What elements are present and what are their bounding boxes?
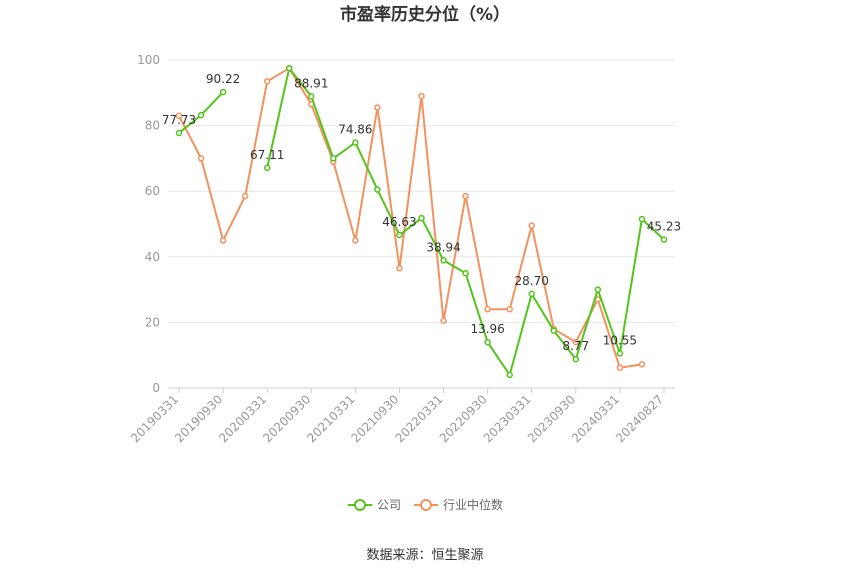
data-point: [440, 317, 447, 325]
data-point: [528, 290, 535, 298]
legend-marker: [354, 499, 366, 511]
data-labels: 77.73 90.22 67.11 88.91 74.86 46.63 38.94 13.96…: [162, 72, 681, 353]
data-point: [572, 355, 580, 363]
data-point: [374, 104, 381, 111]
data-point: [352, 139, 359, 146]
data-point: [241, 192, 249, 200]
data-label: 13.96: [470, 322, 504, 336]
data-point: [418, 92, 425, 100]
data-point: [528, 222, 535, 229]
y-tick-label: 100: [137, 53, 160, 67]
legend-item-1[interactable]: 行业中位数: [414, 497, 503, 512]
y-tick-label: 20: [145, 315, 160, 329]
data-point: [285, 64, 293, 72]
legend[interactable]: 公司 行业中位数: [348, 497, 503, 512]
data-label: 88.91: [294, 76, 328, 90]
series-line: [178, 67, 643, 369]
data-point: [352, 237, 359, 244]
data-point: [638, 215, 646, 223]
data-point: [616, 364, 624, 371]
data-point: [396, 231, 403, 239]
data-label: 46.63: [382, 215, 416, 229]
data-label: 67.11: [250, 148, 284, 162]
legend-label: 行业中位数: [443, 497, 503, 512]
data-label: 8.77: [562, 339, 589, 353]
y-tick-label: 60: [145, 184, 160, 198]
data-point: [660, 236, 668, 243]
data-point: [219, 88, 227, 96]
y-tick-label: 80: [145, 119, 160, 133]
chart-title: 市盈率历史分位（%）: [340, 4, 510, 25]
data-point: [263, 164, 271, 172]
data-point: [418, 214, 425, 222]
series-layer: [175, 64, 668, 379]
x-tick-label: 20240827: [613, 392, 666, 445]
data-label: 77.73: [162, 113, 196, 127]
data-point: [197, 111, 205, 119]
data-point: [638, 361, 646, 368]
data-label: 90.22: [206, 72, 240, 86]
data-point: [462, 192, 469, 200]
legend-label: 公司: [377, 498, 401, 512]
legend-item-0[interactable]: 公司: [348, 498, 401, 512]
data-point: [506, 306, 513, 313]
data-point: [484, 338, 491, 346]
data-point: [308, 93, 315, 100]
data-point: [197, 155, 205, 162]
data-point: [219, 237, 227, 244]
legend-marker: [420, 499, 432, 511]
data-point: [462, 269, 469, 277]
data-label: 45.23: [647, 220, 681, 234]
data-point: [616, 350, 624, 357]
data-label: 38.94: [426, 240, 460, 254]
y-tick-label: 0: [152, 381, 160, 395]
source-note: 数据来源：恒生聚源: [366, 548, 483, 563]
data-point: [175, 112, 183, 120]
data-point: [396, 265, 403, 272]
data-label: 10.55: [603, 333, 637, 347]
data-point: [263, 78, 271, 85]
y-tick-label: 40: [145, 250, 160, 264]
data-point: [550, 327, 558, 334]
series-line: [178, 67, 665, 376]
data-point: [506, 371, 513, 379]
series-0: [175, 64, 668, 379]
data-point: [175, 129, 183, 137]
data-point: [484, 306, 491, 313]
data-point: [594, 286, 602, 293]
data-label: 74.86: [338, 122, 372, 136]
data-point: [330, 155, 337, 162]
data-point: [374, 186, 381, 193]
series-1: [175, 64, 646, 371]
data-point: [440, 257, 447, 264]
data-label: 28.70: [515, 274, 549, 288]
data-point: [572, 338, 580, 346]
grid-lines: [168, 59, 675, 323]
